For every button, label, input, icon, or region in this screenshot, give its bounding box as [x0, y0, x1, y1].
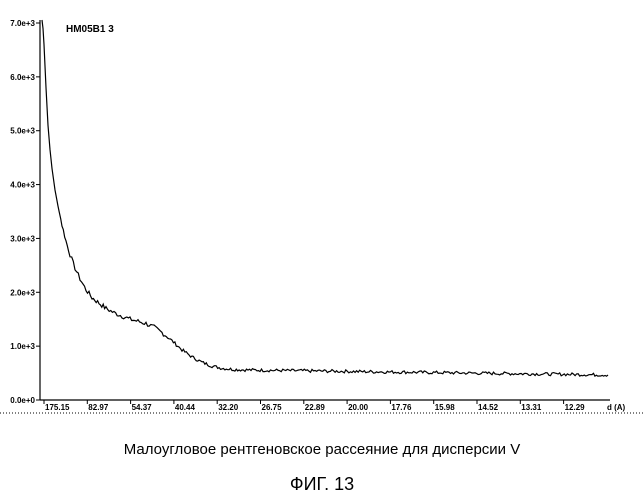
- figure-caption: Малоугловое рентгеновское рассеяние для …: [0, 441, 644, 458]
- y-tick-label: 7.0e+3: [10, 19, 35, 28]
- x-axis-label: d (A): [607, 403, 626, 412]
- y-tick-label: 1.0e+3: [10, 342, 35, 351]
- x-tick-label: 14.52: [478, 403, 499, 412]
- y-tick-label: 2.0e+3: [10, 288, 35, 297]
- y-tick-label: 0.0e+0: [10, 396, 35, 405]
- x-tick-label: 54.37: [132, 403, 153, 412]
- y-ticks: 0.0e+0 1.0e+3 2.0e+3 3.0e+3 4.0e+3 5.0e+3 6.0e…: [10, 19, 40, 405]
- x-tick-label: 175.15: [45, 403, 70, 412]
- chart-title: HM05B1 3: [66, 24, 114, 35]
- y-tick-label: 6.0e+3: [10, 73, 35, 82]
- x-tick-label: 32.20: [218, 403, 239, 412]
- y-tick-label: 5.0e+3: [10, 127, 35, 136]
- x-tick-label: 12.29: [565, 403, 586, 412]
- series-line: [42, 20, 608, 376]
- x-tick-label: 13.31: [521, 403, 542, 412]
- x-tick-label: 82.97: [88, 403, 109, 412]
- y-tick-label: 3.0e+3: [10, 234, 35, 243]
- x-tick-label: 40.44: [175, 403, 196, 412]
- x-tick-label: 15.98: [435, 403, 456, 412]
- x-tick-label: 22.89: [305, 403, 326, 412]
- x-tick-label: 20.00: [348, 403, 369, 412]
- x-tick-label: 26.75: [262, 403, 283, 412]
- figure-label: ФИГ. 13: [0, 474, 644, 495]
- x-ticks: 175.15 82.97 54.37 40.44 32.20 26.75 22.89 20.0…: [44, 400, 585, 412]
- saxs-chart: HM05B1 3 d (A) 0.0e+0 1.0e+3 2.0e+3 3.0e+3 4…: [0, 0, 644, 420]
- y-tick-label: 4.0e+3: [10, 181, 35, 190]
- x-tick-label: 17.76: [391, 403, 412, 412]
